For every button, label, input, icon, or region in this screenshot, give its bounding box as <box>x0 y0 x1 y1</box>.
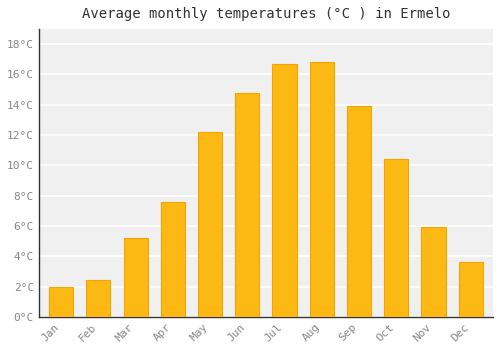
Bar <box>198 132 222 317</box>
Bar <box>458 262 483 317</box>
Bar <box>347 106 371 317</box>
Bar <box>235 93 260 317</box>
Title: Average monthly temperatures (°C ) in Ermelo: Average monthly temperatures (°C ) in Er… <box>82 7 450 21</box>
Bar <box>272 64 296 317</box>
Bar <box>422 228 446 317</box>
Bar <box>384 159 408 317</box>
Bar <box>86 280 110 317</box>
Bar <box>124 238 148 317</box>
Bar <box>310 62 334 317</box>
Bar <box>49 287 73 317</box>
Bar <box>160 202 185 317</box>
